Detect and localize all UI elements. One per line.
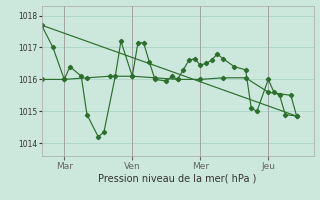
X-axis label: Pression niveau de la mer( hPa ): Pression niveau de la mer( hPa ) — [99, 173, 257, 183]
